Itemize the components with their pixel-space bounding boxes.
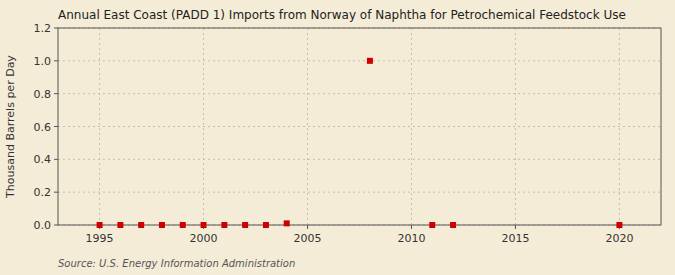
tick [411, 225, 412, 229]
chart-container: 0.0 0.2 0.4 0.6 0.8 1.0 1.2 1995 2000 2005 2010 201… [0, 0, 675, 275]
grid-line [58, 192, 661, 193]
tick-label: 2010 [397, 232, 425, 245]
points [97, 58, 623, 228]
y-axis-label: Thousand Barrels per Day [4, 55, 17, 199]
tick [54, 93, 58, 94]
tick-label: 1.2 [34, 22, 52, 35]
point [284, 220, 290, 226]
background [0, 0, 675, 275]
tick-label: 2000 [190, 232, 218, 245]
grid-line [307, 28, 308, 225]
point [367, 58, 373, 64]
point [221, 222, 227, 228]
point [263, 222, 269, 228]
tick-label: 0.2 [34, 186, 52, 199]
point [97, 222, 103, 228]
tick [54, 192, 58, 193]
point [201, 222, 207, 228]
grid-line [203, 28, 204, 225]
grid-line [58, 60, 661, 61]
tick-label: 1.0 [34, 55, 52, 68]
point [117, 222, 123, 228]
point [180, 222, 186, 228]
tick [54, 159, 58, 160]
tick [54, 126, 58, 127]
tick [515, 225, 516, 229]
grid-line [99, 28, 100, 225]
tick [54, 60, 58, 61]
grid-line [58, 126, 661, 127]
tick-label: 0.8 [34, 88, 52, 101]
tick [307, 225, 308, 229]
tick [54, 225, 58, 226]
tick-label: 2015 [501, 232, 529, 245]
grid-line [58, 93, 661, 94]
title: Annual East Coast (PADD 1) Imports from … [58, 8, 626, 22]
plot-frame [58, 28, 661, 225]
grid [58, 28, 661, 225]
axes: 0.0 0.2 0.4 0.6 0.8 1.0 1.2 1995 2000 2005 2010 201… [34, 22, 662, 245]
chart: 0.0 0.2 0.4 0.6 0.8 1.0 1.2 1995 2000 2005 2010 201… [0, 0, 675, 275]
source-note: Source: U.S. Energy Information Administ… [58, 258, 295, 269]
point [616, 222, 622, 228]
point [242, 222, 248, 228]
grid-line [619, 28, 620, 225]
tick [54, 28, 58, 29]
point [429, 222, 435, 228]
tick-label: 2005 [294, 232, 322, 245]
grid-line [58, 159, 661, 160]
tick-label: 0.6 [34, 121, 52, 134]
tick-label: 0.4 [34, 153, 52, 166]
point [159, 222, 165, 228]
grid-line [411, 28, 412, 225]
point [450, 222, 456, 228]
grid-line [515, 28, 516, 225]
tick-label: 2020 [605, 232, 633, 245]
point [138, 222, 144, 228]
tick-label: 0.0 [34, 219, 52, 232]
tick-label: 1995 [86, 232, 114, 245]
